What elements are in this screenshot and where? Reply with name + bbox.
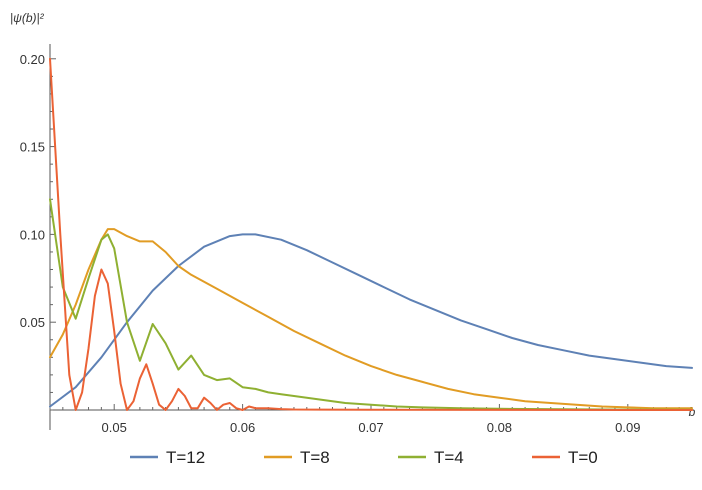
legend-label-t-4: T=4 [434, 448, 464, 467]
x-tick-label: 0.05 [102, 420, 127, 435]
x-tick-label: 0.07 [358, 420, 383, 435]
y-tick-label: 0.05 [20, 315, 45, 330]
y-tick-label: 0.15 [20, 140, 45, 155]
series-line-t-12 [49, 233, 693, 408]
legend-label-t-12: T=12 [166, 448, 205, 467]
x-tick-label: 0.09 [615, 420, 640, 435]
x-tick-label: 0.08 [487, 420, 512, 435]
series-line-t-4 [49, 198, 693, 411]
x-tick-label: 0.06 [230, 420, 255, 435]
legend-label-t-8: T=8 [300, 448, 330, 467]
series-line-t-0 [49, 57, 693, 411]
series-line-t-8 [49, 228, 693, 410]
series-lines [49, 57, 693, 411]
y-tick-label: 0.20 [20, 52, 45, 67]
y-axis-label: |ψ(b)|² [10, 11, 45, 25]
x-axis-label: b [689, 405, 696, 419]
legend-label-t-0: T=0 [568, 448, 598, 467]
legend: T=12 T=8 T=4 T=0 [130, 448, 598, 467]
y-tick-label: 0.10 [20, 227, 45, 242]
axes: 0.05 0.06 0.07 0.08 0.09 0.05 0.10 0.15 0.20 b |ψ(… [10, 11, 696, 435]
